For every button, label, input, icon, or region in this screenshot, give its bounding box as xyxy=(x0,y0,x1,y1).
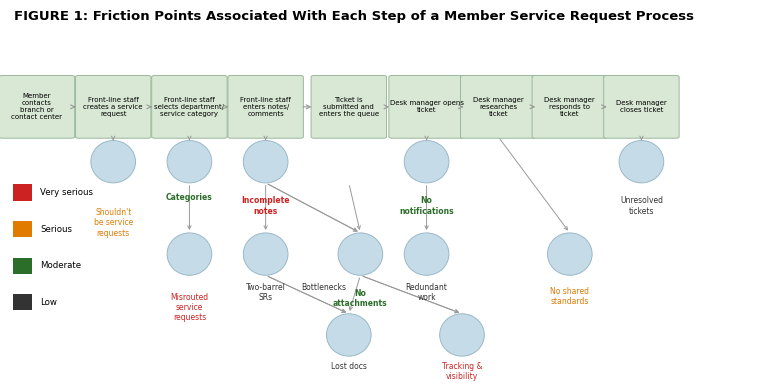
FancyBboxPatch shape xyxy=(532,75,608,138)
Ellipse shape xyxy=(326,314,371,356)
Text: Tracking &
visibility: Tracking & visibility xyxy=(442,362,482,381)
Ellipse shape xyxy=(619,141,664,183)
Text: Front-line staff
creates a service
request: Front-line staff creates a service reque… xyxy=(83,97,143,117)
Text: Categories: Categories xyxy=(166,192,213,201)
FancyBboxPatch shape xyxy=(13,184,32,201)
Text: No
notifications: No notifications xyxy=(400,196,454,216)
Text: Bottlenecks: Bottlenecks xyxy=(301,283,346,292)
Text: Incomplete
notes: Incomplete notes xyxy=(242,196,290,216)
Ellipse shape xyxy=(167,141,212,183)
Text: Very serious: Very serious xyxy=(40,188,93,197)
FancyBboxPatch shape xyxy=(75,75,151,138)
Text: Member
contacts
branch or
contact center: Member contacts branch or contact center xyxy=(12,93,62,121)
Text: Unresolved
tickets: Unresolved tickets xyxy=(620,196,663,216)
FancyBboxPatch shape xyxy=(13,294,32,310)
FancyBboxPatch shape xyxy=(152,75,227,138)
Ellipse shape xyxy=(338,233,383,275)
FancyBboxPatch shape xyxy=(460,75,536,138)
Text: Two-barrel
SRs: Two-barrel SRs xyxy=(246,283,286,302)
FancyBboxPatch shape xyxy=(13,258,32,274)
Ellipse shape xyxy=(243,141,288,183)
Text: Low: Low xyxy=(40,298,57,307)
FancyBboxPatch shape xyxy=(228,75,303,138)
FancyBboxPatch shape xyxy=(389,75,464,138)
FancyBboxPatch shape xyxy=(604,75,679,138)
Text: Desk manager opens
ticket: Desk manager opens ticket xyxy=(390,100,464,113)
Text: Misrouted
service
requests: Misrouted service requests xyxy=(170,293,209,322)
Text: Ticket is
submitted and
enters the queue: Ticket is submitted and enters the queue xyxy=(319,97,379,117)
Text: FIGURE 1: Friction Points Associated With Each Step of a Member Service Request : FIGURE 1: Friction Points Associated Wit… xyxy=(14,10,694,23)
FancyBboxPatch shape xyxy=(311,75,387,138)
Ellipse shape xyxy=(404,141,449,183)
Ellipse shape xyxy=(91,141,136,183)
Text: Moderate: Moderate xyxy=(40,261,81,270)
FancyBboxPatch shape xyxy=(0,75,75,138)
Text: Shouldn't
be service
requests: Shouldn't be service requests xyxy=(94,208,132,238)
Text: Front-line staff
selects department/
service category: Front-line staff selects department/ ser… xyxy=(154,97,225,117)
Text: Lost docs: Lost docs xyxy=(331,362,367,371)
Ellipse shape xyxy=(440,314,484,356)
FancyBboxPatch shape xyxy=(13,221,32,237)
Text: Serious: Serious xyxy=(40,224,72,234)
Text: Desk manager
responds to
ticket: Desk manager responds to ticket xyxy=(544,97,595,117)
Ellipse shape xyxy=(167,233,212,275)
Text: No
attachments: No attachments xyxy=(333,289,387,308)
Text: Redundant
work: Redundant work xyxy=(406,283,447,302)
Text: No shared
standards: No shared standards xyxy=(551,287,589,306)
Ellipse shape xyxy=(243,233,288,275)
Ellipse shape xyxy=(404,233,449,275)
Text: Front-line staff
enters notes/
comments: Front-line staff enters notes/ comments xyxy=(240,97,291,117)
Ellipse shape xyxy=(547,233,592,275)
Text: Desk manager
closes ticket: Desk manager closes ticket xyxy=(616,100,667,113)
Text: Desk manager
researches
ticket: Desk manager researches ticket xyxy=(473,97,524,117)
